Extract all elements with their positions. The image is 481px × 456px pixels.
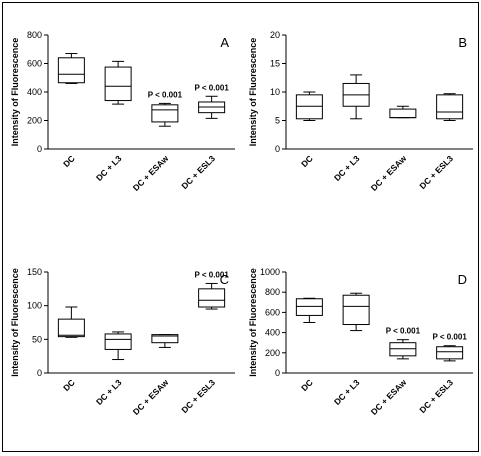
y-tick-label: 600 bbox=[27, 59, 42, 69]
box-iqr bbox=[389, 342, 417, 357]
y-tick-label: 10 bbox=[270, 87, 280, 97]
y-tick-label: 800 bbox=[27, 30, 42, 40]
box-1 bbox=[295, 297, 323, 323]
box-1 bbox=[295, 91, 323, 121]
y-tick-label: 400 bbox=[27, 87, 42, 97]
panel-b: 0 5 10 15 20 Intensity of Fluorescence B DC DC +… bbox=[248, 30, 473, 193]
box-4: P < 0.001 bbox=[432, 333, 467, 362]
box-1 bbox=[57, 306, 85, 338]
panel-label: B bbox=[458, 35, 467, 50]
box-iqr bbox=[342, 294, 370, 326]
x-category-label: DC bbox=[61, 153, 77, 169]
box-2 bbox=[342, 74, 370, 120]
y-tick-label: 800 bbox=[265, 287, 280, 297]
box-4: P < 0.001 bbox=[194, 83, 229, 119]
x-category-label: DC + L3 bbox=[94, 377, 124, 407]
y-tick-label: 0 bbox=[275, 144, 280, 154]
x-category-label: DC + ESAw bbox=[131, 377, 171, 417]
box-4: P < 0.001 bbox=[194, 270, 229, 310]
x-category-label: DC + ESL3 bbox=[417, 153, 455, 191]
x-category-label: DC + ESL3 bbox=[179, 153, 217, 191]
x-category-label: DC + ESAw bbox=[369, 377, 409, 417]
y-axis-title: Intensity of Fluorescence bbox=[248, 268, 258, 377]
y-axis-title: Intensity of Fluorescence bbox=[10, 268, 20, 377]
box-iqr bbox=[198, 288, 226, 308]
p-value-annotation: P < 0.001 bbox=[148, 90, 183, 99]
box-1 bbox=[57, 53, 85, 84]
y-tick-label: 5 bbox=[275, 116, 280, 126]
x-category-label: DC + L3 bbox=[332, 377, 362, 407]
panel-c: 0 50 100 150 Intensity of Fluorescence C DC DC … bbox=[10, 267, 235, 417]
x-category-label: DC + L3 bbox=[332, 153, 362, 183]
x-category-label: DC bbox=[299, 377, 315, 393]
x-category-label: DC + L3 bbox=[94, 153, 124, 183]
box-3: P < 0.001 bbox=[148, 90, 183, 127]
box-4 bbox=[436, 93, 464, 121]
y-axis-title: Intensity of Fluorescence bbox=[248, 38, 258, 147]
y-tick-label: 400 bbox=[265, 328, 280, 338]
panel-label: D bbox=[458, 272, 467, 287]
box-iqr bbox=[295, 94, 323, 120]
x-category-label: DC + ESAw bbox=[131, 153, 171, 193]
y-tick-label: 15 bbox=[270, 59, 280, 69]
y-tick-label: 200 bbox=[265, 348, 280, 358]
box-iqr bbox=[436, 94, 464, 120]
box-3 bbox=[151, 334, 179, 348]
box-iqr bbox=[57, 318, 85, 338]
y-tick-label: 20 bbox=[270, 30, 280, 40]
y-tick-label: 600 bbox=[265, 307, 280, 317]
x-category-label: DC bbox=[299, 153, 315, 169]
p-value-annotation: P < 0.001 bbox=[194, 83, 229, 92]
y-tick-label: 0 bbox=[37, 368, 42, 378]
box-iqr bbox=[151, 334, 179, 344]
p-value-annotation: P < 0.001 bbox=[194, 270, 229, 279]
box-iqr bbox=[295, 298, 323, 316]
x-category-label: DC + ESAw bbox=[369, 153, 409, 193]
box-iqr bbox=[389, 108, 417, 119]
y-axis-title: Intensity of Fluorescence bbox=[10, 38, 20, 147]
box-2 bbox=[342, 292, 370, 332]
y-tick-label: 50 bbox=[32, 334, 42, 344]
x-category-label: DC + ESL3 bbox=[179, 377, 217, 415]
box-iqr bbox=[436, 346, 464, 360]
panel-label: A bbox=[220, 35, 229, 50]
y-tick-label: 150 bbox=[27, 267, 42, 277]
y-tick-label: 1000 bbox=[260, 267, 280, 277]
box-2 bbox=[104, 60, 132, 105]
x-category-label: DC bbox=[61, 377, 77, 393]
x-category-label: DC + ESL3 bbox=[417, 377, 455, 415]
y-tick-label: 0 bbox=[275, 368, 280, 378]
y-tick-label: 100 bbox=[27, 301, 42, 311]
figure-frame: 0 200 400 600 800 Intensity of Fluorescence A D… bbox=[2, 2, 479, 452]
box-iqr bbox=[104, 66, 132, 102]
panel-a: 0 200 400 600 800 Intensity of Fluorescence A D… bbox=[10, 30, 235, 193]
box-3 bbox=[389, 105, 417, 119]
y-tick-label: 200 bbox=[27, 116, 42, 126]
box-iqr bbox=[57, 57, 85, 84]
box-iqr bbox=[104, 333, 132, 350]
y-tick-label: 0 bbox=[37, 144, 42, 154]
box-3: P < 0.001 bbox=[386, 327, 421, 360]
panel-label: C bbox=[220, 272, 229, 287]
p-value-annotation: P < 0.001 bbox=[386, 327, 421, 336]
box-iqr bbox=[151, 104, 179, 123]
box-2 bbox=[104, 331, 132, 361]
p-value-annotation: P < 0.001 bbox=[432, 333, 467, 342]
